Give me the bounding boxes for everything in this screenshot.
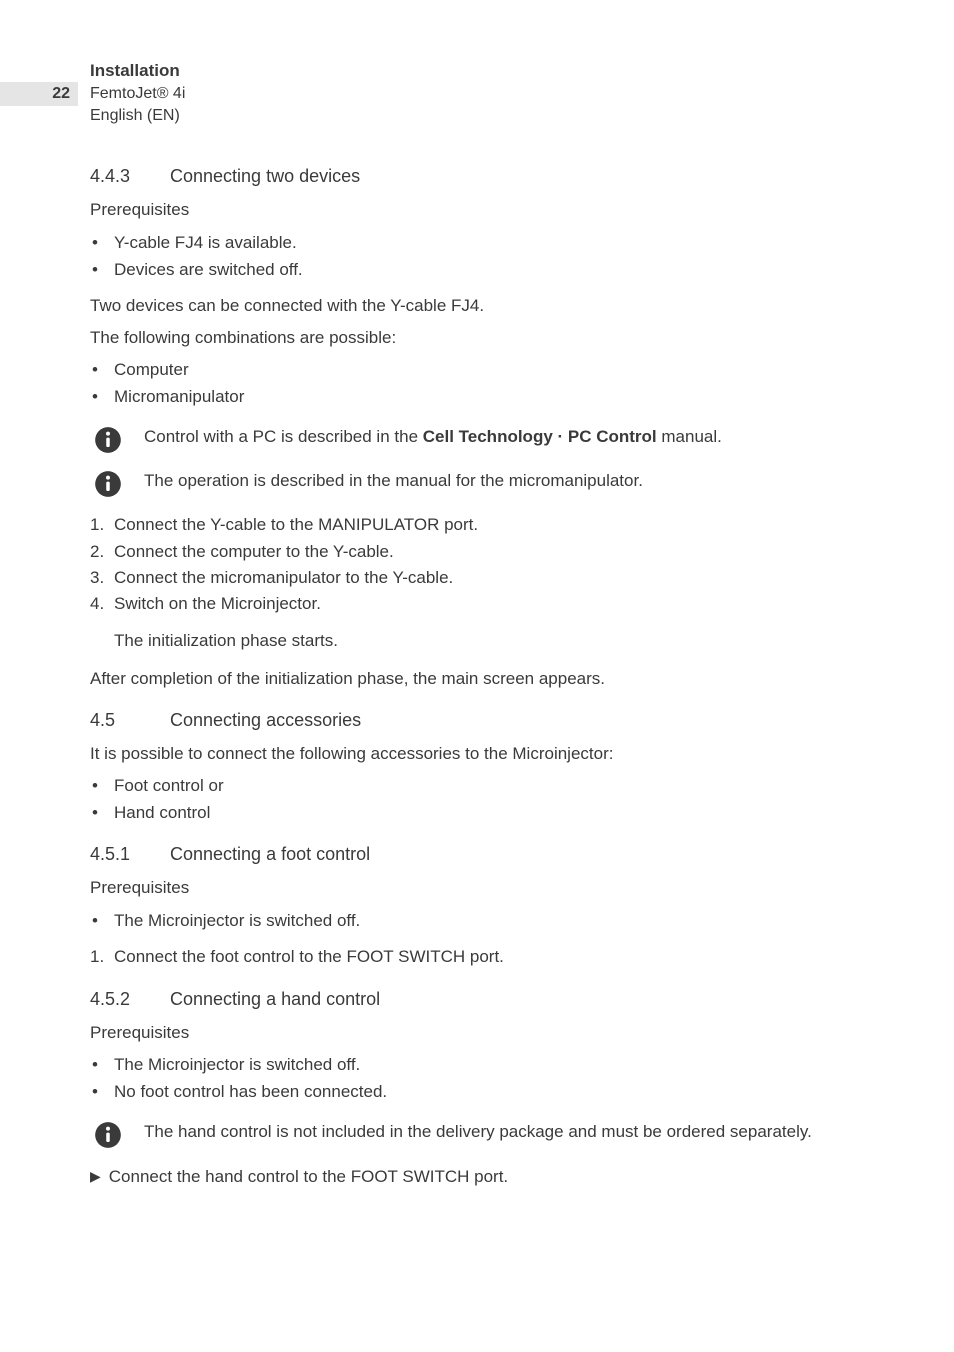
prereq-label: Prerequisites (90, 197, 874, 223)
info-text-pre: Control with a PC is described in the (144, 427, 423, 446)
prereq-label: Prerequisites (90, 1020, 874, 1046)
document-page: 22 Installation FemtoJet® 4i English (EN… (0, 0, 954, 1251)
combo-list: Computer Micromanipulator (90, 356, 874, 410)
list-item: The Microinjector is switched off. (90, 907, 874, 934)
step-subline: The initialization phase starts. (90, 628, 874, 654)
arrow-step: ▶ Connect the hand control to the FOOT S… (90, 1163, 874, 1190)
arrow-icon: ▶ (90, 1163, 101, 1190)
page-number-tab: 22 (0, 82, 78, 106)
section-number: 4.4.3 (90, 166, 142, 187)
info-note-2: The operation is described in the manual… (94, 468, 874, 498)
step-item: Connect the micromanipulator to the Y-ca… (90, 565, 874, 591)
info-text: Control with a PC is described in the Ce… (144, 424, 874, 450)
page-number: 22 (52, 85, 70, 103)
step-item: Connect the Y-cable to the MANIPULATOR p… (90, 512, 874, 538)
list-item: Y-cable FJ4 is available. (90, 229, 874, 256)
info-icon (94, 1121, 122, 1149)
section-heading-45: 4.5 Connecting accessories (90, 710, 874, 731)
section-number: 4.5.1 (90, 844, 142, 865)
section-title: Connecting a hand control (170, 989, 380, 1010)
section-number: 4.5 (90, 710, 142, 731)
paragraph: Two devices can be connected with the Y-… (90, 293, 874, 319)
header-language: English (EN) (90, 105, 874, 127)
prereq-list: The Microinjector is switched off. (90, 907, 874, 934)
section-number: 4.5.2 (90, 989, 142, 1010)
list-item: Micromanipulator (90, 383, 874, 410)
section-heading-452: 4.5.2 Connecting a hand control (90, 989, 874, 1010)
step-list: Connect the Y-cable to the MANIPULATOR p… (90, 512, 874, 617)
prereq-list: Y-cable FJ4 is available. Devices are sw… (90, 229, 874, 283)
info-text: The operation is described in the manual… (144, 468, 874, 494)
page-header: 22 Installation FemtoJet® 4i English (EN… (0, 60, 874, 126)
section-title: Connecting two devices (170, 166, 360, 187)
header-text-block: Installation FemtoJet® 4i English (EN) (90, 60, 874, 126)
list-item: No foot control has been connected. (90, 1078, 874, 1105)
info-note-3: The hand control is not included in the … (94, 1119, 874, 1149)
step-list: Connect the foot control to the FOOT SWI… (90, 944, 874, 970)
info-text: The hand control is not included in the … (144, 1119, 874, 1145)
list-item: Devices are switched off. (90, 256, 874, 283)
info-icon (94, 470, 122, 498)
step-item: Switch on the Microinjector. (90, 591, 874, 617)
info-note-1: Control with a PC is described in the Ce… (94, 424, 874, 454)
header-product: FemtoJet® 4i (90, 83, 874, 105)
info-text-post: manual. (657, 427, 722, 446)
info-icon (94, 426, 122, 454)
step-item: Connect the computer to the Y-cable. (90, 539, 874, 565)
prereq-label: Prerequisites (90, 875, 874, 901)
list-item: Foot control or (90, 772, 874, 799)
list-item: Hand control (90, 799, 874, 826)
section-heading-451: 4.5.1 Connecting a foot control (90, 844, 874, 865)
arrow-step-text: Connect the hand control to the FOOT SWI… (109, 1163, 508, 1190)
prereq-list: The Microinjector is switched off. No fo… (90, 1051, 874, 1105)
step-item: Connect the foot control to the FOOT SWI… (90, 944, 874, 970)
paragraph: After completion of the initialization p… (90, 666, 874, 692)
accessory-list: Foot control or Hand control (90, 772, 874, 826)
info-text-bold: Cell Technology · PC Control (423, 427, 657, 446)
header-section-title: Installation (90, 60, 874, 83)
section-title: Connecting accessories (170, 710, 361, 731)
list-item: Computer (90, 356, 874, 383)
section-heading-443: 4.4.3 Connecting two devices (90, 166, 874, 187)
paragraph: It is possible to connect the following … (90, 741, 874, 767)
section-title: Connecting a foot control (170, 844, 370, 865)
list-item: The Microinjector is switched off. (90, 1051, 874, 1078)
page-content: 4.4.3 Connecting two devices Prerequisit… (90, 166, 874, 1190)
paragraph: The following combinations are possible: (90, 325, 874, 351)
